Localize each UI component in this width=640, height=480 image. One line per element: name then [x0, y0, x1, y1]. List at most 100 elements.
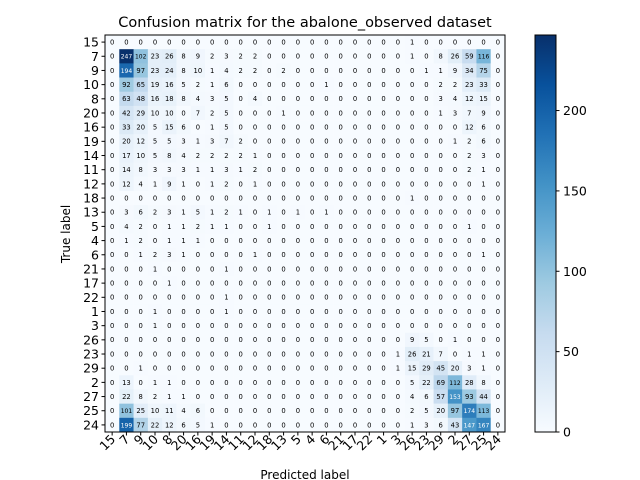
heatmap-cell [176, 190, 192, 206]
cell-value-label: 0 [167, 265, 171, 273]
heatmap-cell [433, 205, 449, 220]
heatmap-cell [376, 332, 392, 348]
heatmap-cell [362, 91, 377, 107]
cell-value-label: 1 [453, 138, 457, 146]
cell-value-label: 0 [167, 38, 171, 46]
heatmap-cell [176, 205, 192, 220]
heatmap-cell [276, 375, 292, 390]
cell-value-label: 0 [239, 251, 243, 259]
heatmap-cell [447, 162, 463, 178]
heatmap-cell [347, 91, 363, 107]
cell-value-label: 3 [224, 166, 228, 174]
cell-value-label: 0 [324, 53, 328, 61]
heatmap-cell [362, 304, 377, 319]
cell-value-label: 0 [424, 251, 428, 259]
cell-value-label: 2 [153, 209, 157, 217]
heatmap-cell [333, 318, 349, 334]
heatmap-cell [447, 105, 463, 121]
heatmap-cell [219, 389, 234, 404]
heatmap-cell [262, 247, 277, 263]
cell-value-label: 0 [467, 336, 471, 344]
cell-value-label: 0 [439, 209, 443, 217]
heatmap-cell [390, 276, 406, 291]
heatmap-cell [319, 91, 334, 107]
heatmap-cell [362, 332, 377, 348]
cell-value-label: 1 [153, 379, 157, 387]
heatmap-cell [162, 389, 177, 404]
heatmap-cell [305, 49, 320, 64]
cell-value-label: 0 [124, 350, 128, 358]
cell-value-label: 0 [239, 336, 243, 344]
cell-value-label: 2 [467, 152, 471, 160]
cell-value-label: 9 [410, 336, 414, 344]
cell-value-label: 0 [153, 294, 157, 302]
heatmap-cell [476, 403, 492, 419]
heatmap-cell [133, 63, 149, 78]
cell-value-label: 0 [153, 38, 157, 46]
heatmap-cell [319, 261, 334, 277]
heatmap-cell [247, 389, 263, 404]
heatmap-cell [133, 346, 149, 362]
heatmap-cell [219, 261, 234, 277]
heatmap-cell [233, 276, 249, 291]
cell-value-label: 0 [339, 223, 343, 231]
cell-value-label: 0 [167, 365, 171, 373]
cell-value-label: 0 [210, 365, 214, 373]
cell-value-label: 0 [481, 280, 485, 288]
cell-value-label: 0 [167, 294, 171, 302]
heatmap-cell [419, 346, 434, 362]
heatmap-cell [347, 318, 363, 334]
heatmap-cell [390, 346, 406, 362]
cell-value-label: 174 [464, 408, 476, 415]
heatmap-cell [276, 276, 292, 291]
heatmap-cell [405, 332, 420, 348]
heatmap-cell [405, 77, 420, 93]
y-axis-ticks: 1579108201619141112181354621172213262329… [83, 35, 105, 432]
cell-value-label: 0 [367, 308, 371, 316]
heatmap-cell [105, 375, 120, 390]
cell-value-label: 0 [239, 81, 243, 89]
cell-value-label: 0 [139, 379, 143, 387]
cell-value-label: 0 [324, 38, 328, 46]
cell-value-label: 0 [296, 95, 300, 103]
cell-value-label: 0 [439, 166, 443, 174]
heatmap-cell [205, 148, 220, 163]
cell-value-label: 0 [396, 294, 400, 302]
heatmap-cell [419, 162, 434, 178]
heatmap-cell [319, 276, 334, 291]
cell-value-label: 0 [339, 350, 343, 358]
heatmap-cell [147, 403, 163, 419]
cell-value-label: 0 [310, 166, 314, 174]
heatmap-cell [233, 219, 249, 234]
cell-value-label: 2 [467, 166, 471, 174]
cell-value-label: 101 [121, 408, 133, 415]
cell-value-label: 3 [124, 209, 128, 217]
cell-value-label: 0 [396, 251, 400, 259]
cell-value-label: 6 [181, 124, 185, 132]
cell-value-label: 0 [110, 421, 114, 429]
heatmap-cell [162, 332, 177, 348]
heatmap-cell [490, 290, 506, 305]
cell-value-label: 0 [124, 251, 128, 259]
heatmap-cell [247, 417, 263, 433]
heatmap-cell [405, 361, 420, 376]
heatmap-cell [476, 49, 492, 64]
heatmap-cell [290, 276, 306, 291]
heatmap-cell [290, 49, 306, 64]
cell-value-label: 0 [396, 421, 400, 429]
heatmap-cell [190, 77, 206, 93]
cell-value-label: 0 [353, 350, 357, 358]
cell-value-label: 0 [381, 138, 385, 146]
cell-value-label: 0 [367, 265, 371, 273]
cell-value-label: 0 [353, 393, 357, 401]
heatmap-cell [247, 247, 263, 263]
cell-value-label: 0 [239, 223, 243, 231]
heatmap-cell [276, 389, 292, 404]
heatmap-cell [176, 233, 192, 248]
heatmap-cell [133, 190, 149, 206]
cell-value-label: 3 [181, 138, 185, 146]
cell-value-label: 0 [481, 336, 485, 344]
cell-value-label: 0 [296, 336, 300, 344]
cell-value-label: 0 [467, 237, 471, 245]
heatmap-cell [233, 190, 249, 206]
